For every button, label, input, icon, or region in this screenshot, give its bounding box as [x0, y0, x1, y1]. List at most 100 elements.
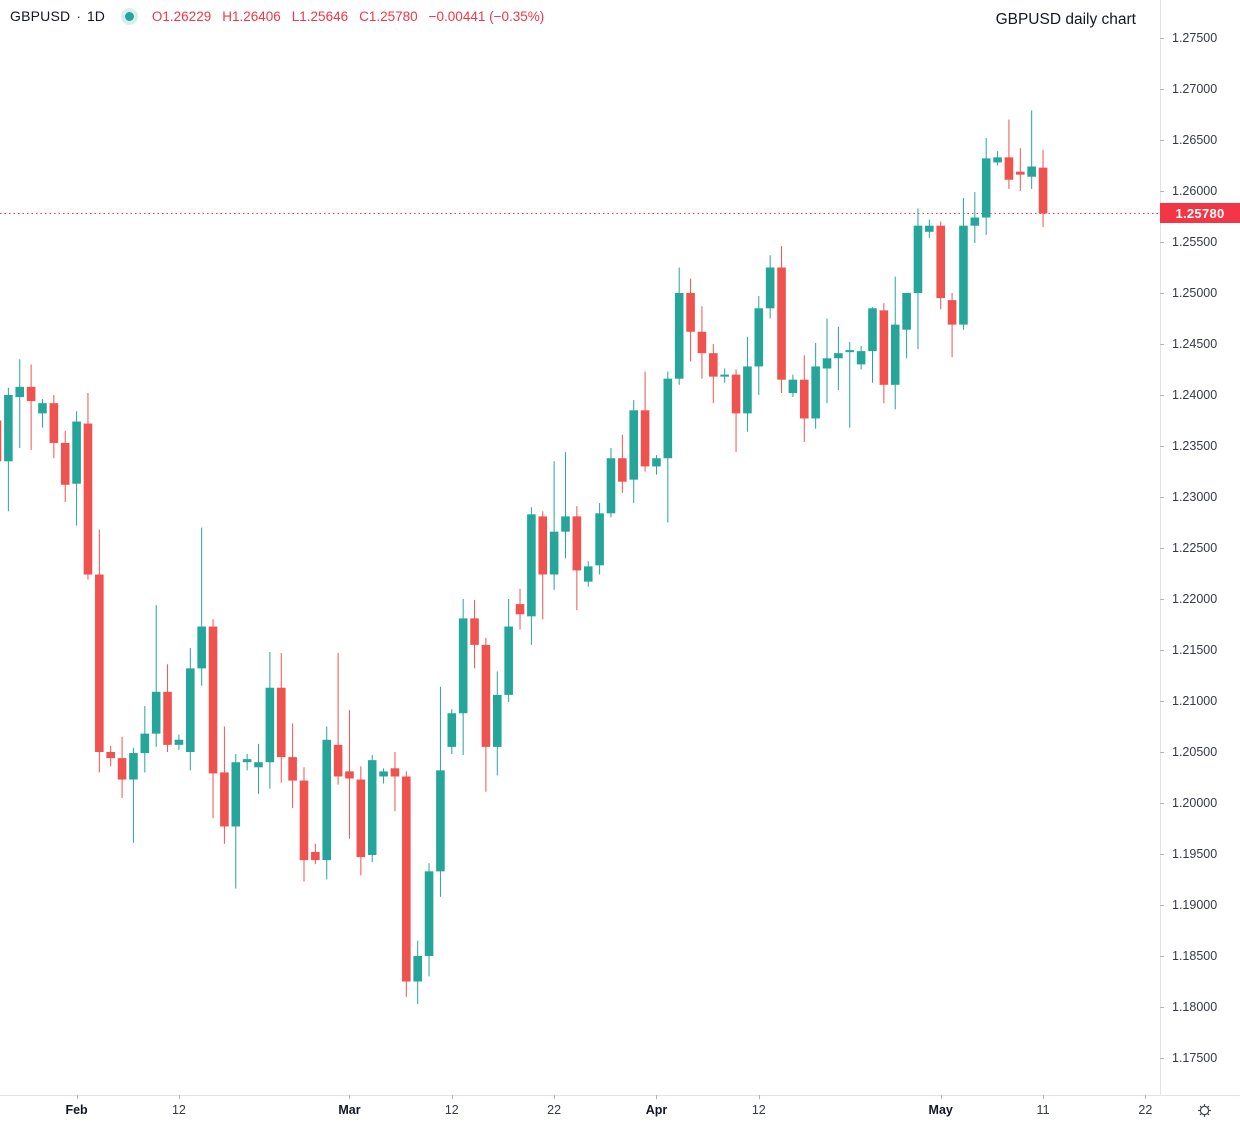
price-tick-mark [1160, 344, 1164, 345]
candle-body [299, 780, 309, 861]
ohlc-values: O1.26229 H1.26406 L1.25646 C1.25780 −0.0… [152, 9, 544, 24]
time-tick-mark [451, 1095, 453, 1099]
price-tick-mark [1160, 701, 1164, 702]
axis-settings-button[interactable] [1194, 1100, 1214, 1120]
candle-body [618, 458, 627, 482]
candle-body [845, 350, 855, 353]
candle-body [356, 779, 366, 858]
price-tick-mark [1160, 191, 1164, 192]
candle-body [959, 225, 968, 325]
candle-body [663, 378, 673, 459]
price-tick-mark [1160, 752, 1164, 753]
price-tick-label: 1.19000 [1172, 898, 1218, 912]
time-tick-mark [758, 1095, 760, 1099]
time-tick-label: 11 [1036, 1103, 1050, 1117]
high-value: H1.26406 [222, 8, 281, 24]
candle-body [629, 410, 639, 480]
candle-body [436, 770, 445, 872]
candle-body [0, 420, 2, 462]
open-value: O1.26229 [151, 8, 212, 24]
candle-body [799, 379, 809, 419]
symbol-name[interactable]: GBPUSD [10, 8, 71, 24]
candle-body [26, 386, 36, 402]
time-tick-mark [940, 1095, 942, 1099]
candle-body [151, 691, 161, 734]
candle-body [38, 403, 47, 414]
low-value: L1.25646 [291, 8, 349, 24]
candle-body [856, 351, 866, 365]
candle-body [743, 366, 752, 414]
candle-body [765, 267, 775, 309]
time-tick-label: 12 [171, 1103, 186, 1117]
candle-body [652, 458, 661, 467]
chart-title: GBPUSD daily chart [995, 11, 1136, 28]
price-tick-mark [1160, 905, 1164, 906]
price-tick-label: 1.25000 [1172, 286, 1218, 300]
price-tick-mark [1160, 446, 1164, 447]
price-tick-label: 1.23500 [1172, 439, 1218, 453]
candle-body [49, 403, 59, 443]
price-tick-label: 1.24000 [1172, 388, 1218, 402]
candle-body [902, 293, 911, 330]
candle-body [129, 753, 138, 780]
candle-body [492, 694, 502, 747]
candle-body [106, 752, 115, 759]
price-tick-mark [1160, 1007, 1164, 1008]
candle-body [15, 386, 25, 398]
candle-body [163, 691, 172, 745]
candle-body [197, 626, 206, 669]
candle-body [402, 776, 411, 982]
candle-body [254, 762, 263, 768]
candle-body [834, 353, 843, 359]
time-tick-mark [178, 1095, 180, 1099]
price-tick-mark [1160, 140, 1164, 141]
candle-body [583, 566, 593, 582]
price-tick-label: 1.25500 [1172, 235, 1218, 249]
price-tick-mark [1160, 854, 1164, 855]
price-tick-mark [1160, 650, 1164, 651]
candle-body [265, 687, 275, 763]
candle-body [390, 768, 400, 777]
candle-body [367, 760, 377, 856]
candle-body [424, 871, 434, 956]
candle-body [879, 310, 889, 385]
time-tick-mark [656, 1095, 658, 1099]
candle-body [1016, 171, 1025, 175]
candle-body [345, 771, 354, 779]
candle-body [504, 626, 513, 695]
time-tick-label: 22 [547, 1103, 562, 1117]
market-status-dot [124, 11, 134, 21]
time-tick-label: Mar [338, 1103, 361, 1117]
candle-body [697, 331, 707, 354]
price-tick-label: 1.20500 [1172, 745, 1218, 759]
price-tick-mark [1160, 956, 1164, 957]
candle-body [1004, 157, 1014, 180]
time-tick-mark [349, 1095, 351, 1099]
price-tick-mark [1160, 599, 1164, 600]
price-tick-label: 1.24500 [1172, 337, 1218, 351]
candle-body [993, 157, 1002, 163]
price-tick-label: 1.26500 [1172, 133, 1218, 147]
price-tick-label: 1.27000 [1172, 82, 1218, 96]
candle-body [970, 217, 980, 226]
candle-body [720, 374, 729, 377]
price-tick-mark [1160, 803, 1164, 804]
candle-body [220, 772, 229, 827]
last-price-badge: 1.25780 [1160, 203, 1240, 224]
price-tick-mark [1160, 89, 1164, 90]
interval-label[interactable]: 1D [87, 8, 105, 24]
candle-body [288, 757, 297, 781]
candle-body [413, 956, 422, 982]
time-tick-mark [554, 1095, 556, 1099]
close-value: C1.25780 [359, 8, 418, 24]
candle-body [981, 158, 991, 218]
price-tick-label: 1.21500 [1172, 643, 1218, 657]
time-tick-label: 12 [751, 1103, 766, 1117]
price-tick-label: 1.26000 [1172, 184, 1218, 198]
price-tick-mark [1160, 548, 1164, 549]
candle-body [811, 366, 820, 419]
price-tick-label: 1.22500 [1172, 541, 1218, 555]
candle-body [72, 421, 81, 484]
candle-body [947, 300, 957, 325]
